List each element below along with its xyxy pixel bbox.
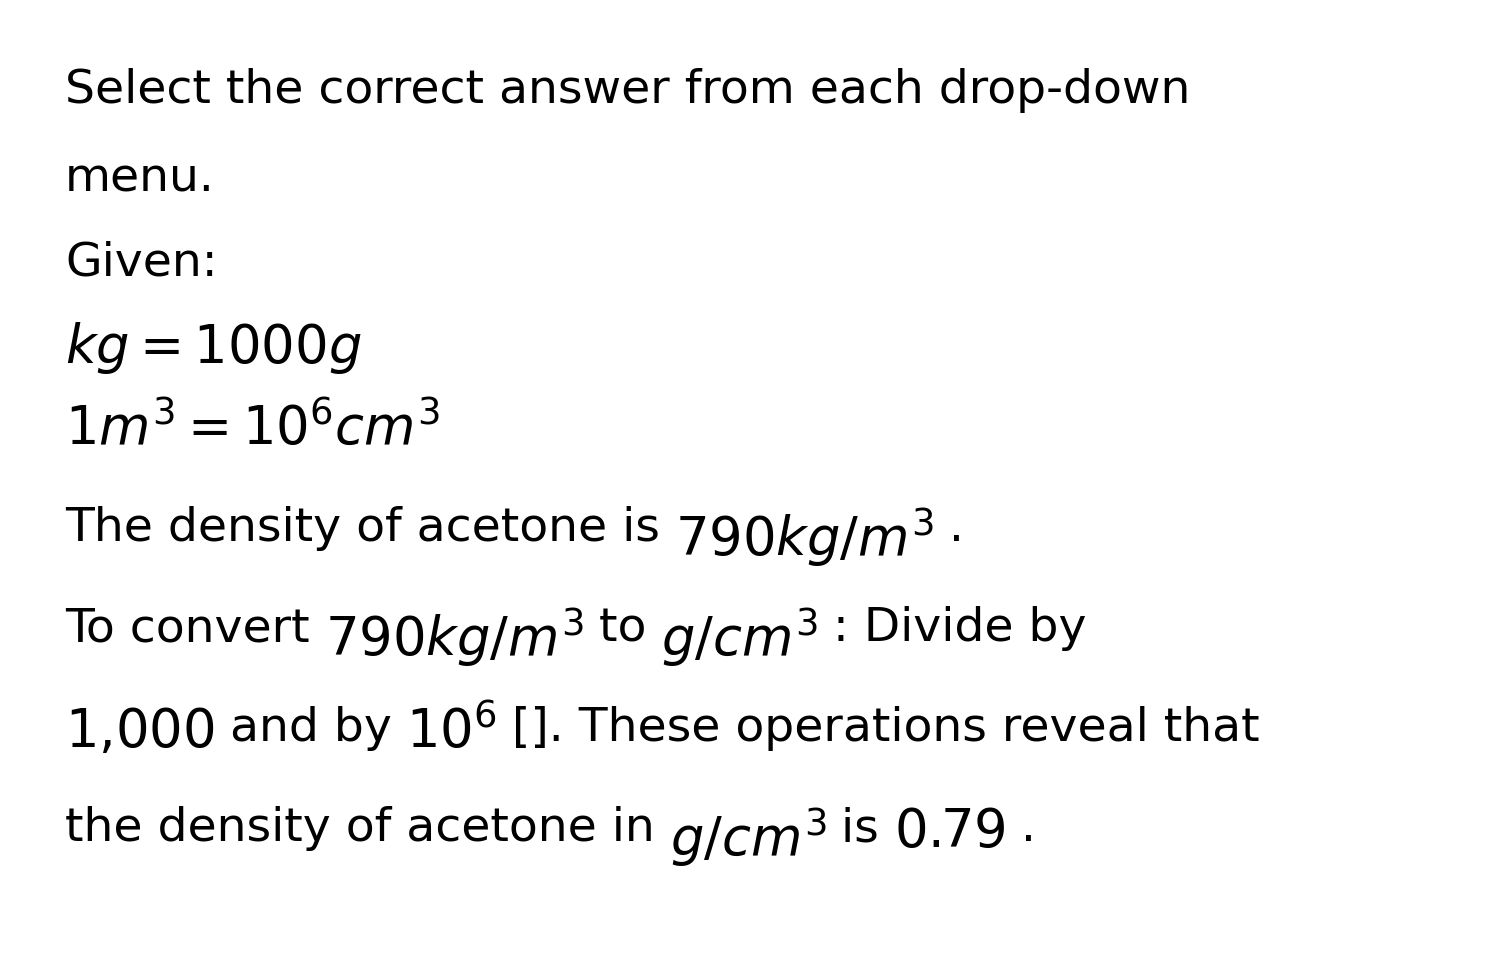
Text: $790\it{kg}/\it{m}^3$: $790\it{kg}/\it{m}^3$ (675, 506, 934, 570)
Text: and by: and by (214, 706, 406, 751)
Text: : Divide by: : Divide by (818, 606, 1086, 651)
Text: $0.79$: $0.79$ (894, 806, 1007, 858)
Text: menu.: menu. (64, 155, 214, 200)
Text: $\it{kg} = 1000\it{g}$: $\it{kg} = 1000\it{g}$ (64, 320, 362, 376)
Text: the density of acetone in: the density of acetone in (64, 806, 669, 851)
Text: Select the correct answer from each drop-down: Select the correct answer from each drop… (64, 68, 1191, 113)
Text: .: . (1007, 806, 1036, 851)
Text: $1{,}000$: $1{,}000$ (64, 706, 214, 758)
Text: $10^6$: $10^6$ (406, 706, 496, 759)
Text: to: to (584, 606, 662, 651)
Text: .: . (934, 506, 964, 551)
Text: To convert: To convert (64, 606, 324, 651)
Text: $\it{g}/\it{cm}^3$: $\it{g}/\it{cm}^3$ (662, 606, 818, 669)
Text: $790\it{kg}/\it{m}^3$: $790\it{kg}/\it{m}^3$ (324, 606, 584, 669)
Text: $1\it{m}^3 = 10^6\it{cm}^3$: $1\it{m}^3 = 10^6\it{cm}^3$ (64, 402, 440, 454)
Text: $\it{g}/\it{cm}^3$: $\it{g}/\it{cm}^3$ (669, 806, 826, 869)
Text: Given:: Given: (64, 240, 218, 285)
Text: []. These operations reveal that: []. These operations reveal that (496, 706, 1260, 751)
Text: The density of acetone is: The density of acetone is (64, 506, 675, 551)
Text: is: is (827, 806, 894, 851)
